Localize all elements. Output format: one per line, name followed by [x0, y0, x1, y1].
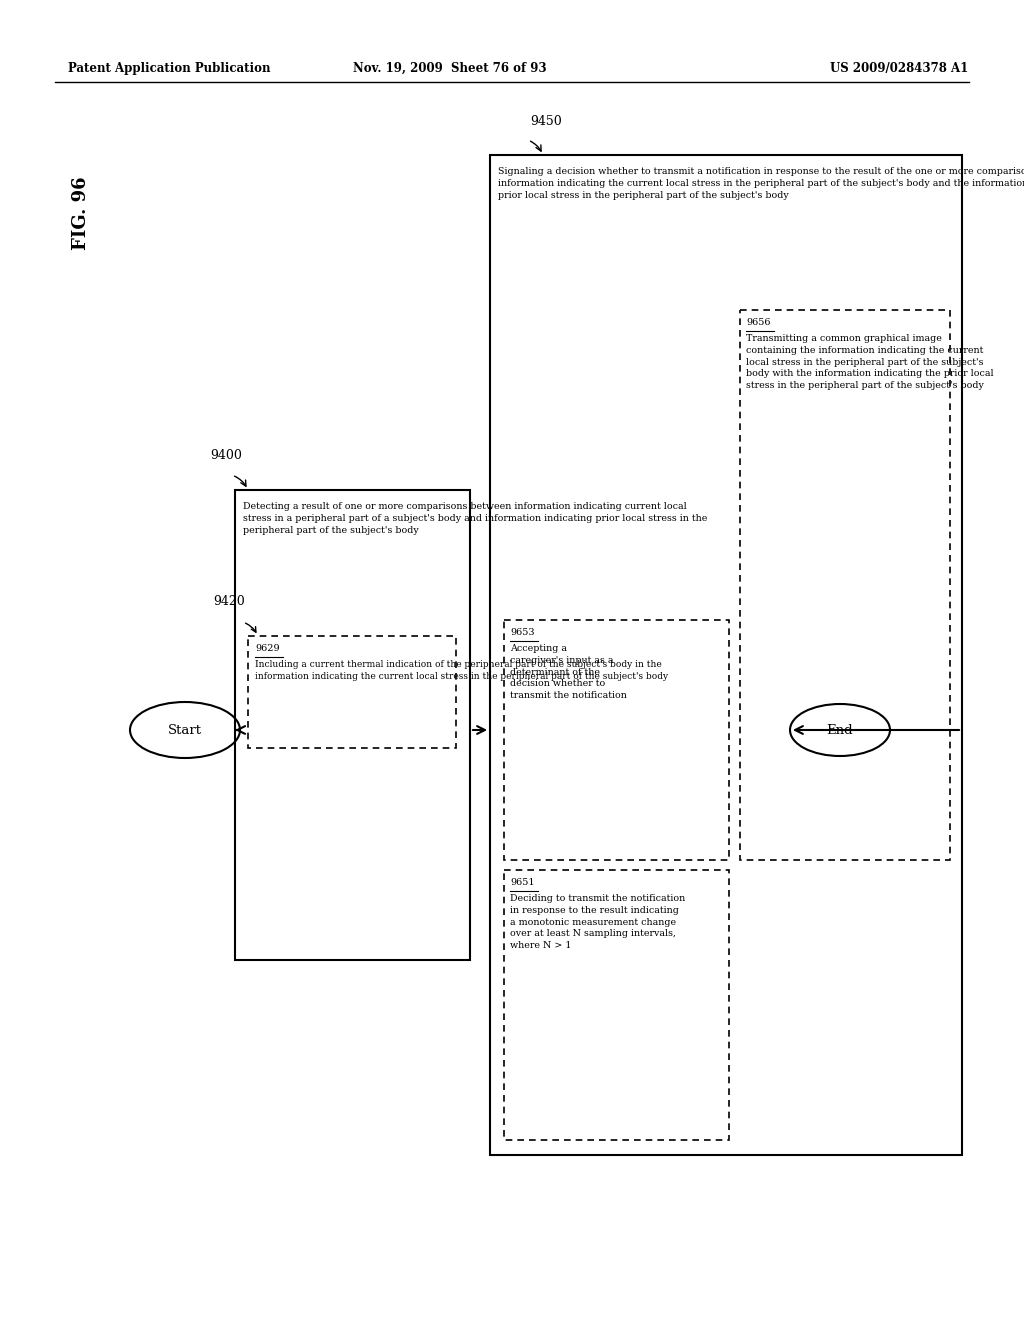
Text: End: End [826, 723, 853, 737]
Bar [740, 310, 950, 861]
Text: 9656: 9656 [746, 318, 770, 327]
Bar [504, 870, 729, 1140]
Text: 9450: 9450 [530, 115, 562, 128]
Text: 9653: 9653 [510, 628, 535, 638]
Text: US 2009/0284378 A1: US 2009/0284378 A1 [829, 62, 968, 75]
Text: Deciding to transmit the notification
in response to the result indicating
a mon: Deciding to transmit the notification in… [510, 894, 685, 950]
Text: Start: Start [168, 723, 202, 737]
Text: Detecting a result of one or more comparisons between information indicating cur: Detecting a result of one or more compar… [243, 502, 708, 535]
Bar [248, 636, 456, 748]
Bar [490, 154, 962, 1155]
Text: FIG. 96: FIG. 96 [72, 177, 90, 249]
Text: 9400: 9400 [210, 449, 242, 462]
Bar [234, 490, 470, 960]
Text: Patent Application Publication: Patent Application Publication [68, 62, 270, 75]
Text: Including a current thermal indication of the peripheral part of the subject's b: Including a current thermal indication o… [255, 660, 668, 681]
Text: Nov. 19, 2009  Sheet 76 of 93: Nov. 19, 2009 Sheet 76 of 93 [353, 62, 547, 75]
Text: 9629: 9629 [255, 644, 280, 653]
Text: Transmitting a common graphical image
containing the information indicating the : Transmitting a common graphical image co… [746, 334, 993, 391]
Text: 9651: 9651 [510, 878, 535, 887]
Bar [504, 620, 729, 861]
Text: 9420: 9420 [213, 595, 245, 609]
Text: Signaling a decision whether to transmit a notification in response to the resul: Signaling a decision whether to transmit… [498, 168, 1024, 199]
Text: Accepting a
caregiver's input as a
determinant of the
decision whether to
transm: Accepting a caregiver's input as a deter… [510, 644, 627, 700]
